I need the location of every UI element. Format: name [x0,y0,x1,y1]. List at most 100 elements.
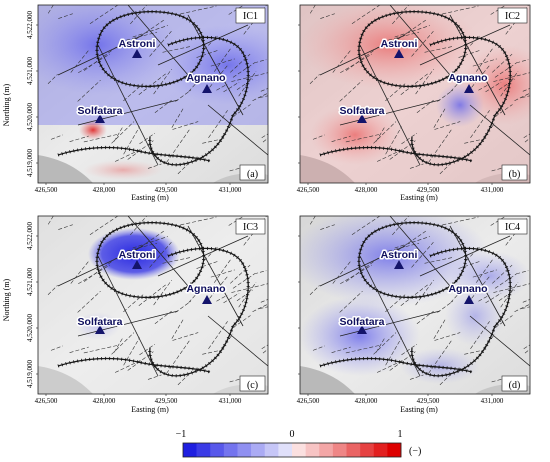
panel-letter-box [501,375,528,392]
fault-line [498,289,515,301]
fault-line [389,216,451,287]
field-overlay [38,5,178,95]
y-axis-label: Northing (m) [2,83,11,126]
site-marker-astroni [394,49,404,58]
fault-line [77,310,179,337]
fault-line [469,104,530,156]
fault-line [359,44,421,166]
colorbar-cell [387,443,402,457]
fault-line [252,92,268,101]
y-axis-label: Northing (m) [2,278,11,321]
fault-line [47,74,58,84]
fault-line [476,258,494,283]
fault-line [130,19,164,43]
crater-rim [149,36,249,166]
crater-rim-ticks [95,221,206,300]
panel-frame [299,215,531,395]
x-tick-label: 428,000 [355,186,378,194]
fault-line [210,269,235,278]
colorbar-cell [196,443,211,457]
y-tick-label: 4,522,000 [26,222,34,251]
component-badge [497,218,528,235]
fault-line [231,283,268,293]
site-label-solfatara: Solfatara [340,316,385,328]
fault-line [464,349,485,355]
fault-line [493,72,530,82]
panel-letter: (a) [247,169,258,180]
fault-line [132,236,168,249]
fault-line [389,140,416,160]
fault-line [514,303,530,312]
fault-line [309,285,320,295]
fault-line [210,58,235,67]
fault-line [493,283,530,293]
field-overlay [158,25,268,105]
fault-line [439,374,451,386]
fault-line [331,135,351,142]
fault-line [209,275,229,299]
site-label-halo: Solfatara [78,316,123,328]
fault-line [490,5,507,15]
fault-line [389,351,416,371]
fault-line [208,110,228,139]
fault-line [428,128,453,163]
fault-line [416,310,434,325]
site-label-halo: Astroni [119,38,156,50]
fault-line [415,68,434,95]
fault-line [339,99,441,126]
component-label: IC1 [243,11,258,22]
fault-line [232,62,255,78]
map-panel-ic3: AstroniAstroniAgnanoAgnanoSolfataraSolfa… [26,215,269,405]
fault-line [83,45,119,71]
site-label-solfatara: Solfatara [340,105,385,117]
fault-line [332,49,352,73]
site-label-halo: Astroni [119,249,156,261]
fault-line [389,5,451,76]
fault-line [171,318,185,339]
fault-line [385,337,402,366]
colorbar-unit: (−) [409,446,421,457]
fault-line [175,301,191,313]
fault-line [523,133,530,139]
fault-line [373,121,397,144]
site-label-agnano: Agnano [448,72,487,84]
fault-line [229,376,249,383]
sea-area [300,366,355,394]
site-marker-solfatara [95,114,105,123]
component-badge [235,7,266,24]
fault-line [207,104,268,156]
fault-line [388,31,420,41]
x-tick-label: 431,000 [481,397,504,405]
fault-line [69,135,89,142]
fault-line [254,270,267,275]
site-label-agnano: Agnano [448,283,487,295]
fault-line [492,264,513,284]
map-panel-ic1: AstroniAstroniAgnanoAgnanoSolfataraSolfa… [26,4,269,194]
fault-line [97,255,159,377]
map-panel-ic4: AstroniAstroniAgnanoAgnanoSolfataraSolfa… [297,215,531,405]
field-overlay [83,160,163,180]
fault-line [57,245,144,287]
fault-line [254,59,267,64]
map-area: AstroniAstroniAgnanoAgnanoSolfataraSolfa… [300,5,530,183]
fault-line [207,315,268,367]
fault-line [392,19,426,43]
fault-line [424,257,454,264]
fault-line [309,74,320,84]
crater-rim [57,146,211,162]
panel-letter: (c) [247,380,258,391]
fault-line [449,225,506,327]
fault-line [58,13,73,19]
fault-line [202,138,223,144]
crater-rim [57,357,211,373]
fault-line [187,225,244,327]
site-label-halo: Solfatara [340,316,385,328]
fault-line [228,216,245,226]
fault-line [434,121,461,130]
fault-line [177,163,189,175]
crater-rim [411,247,511,377]
fault-line [437,301,453,313]
fault-line [411,31,434,57]
site-marker-agnano [464,84,474,93]
